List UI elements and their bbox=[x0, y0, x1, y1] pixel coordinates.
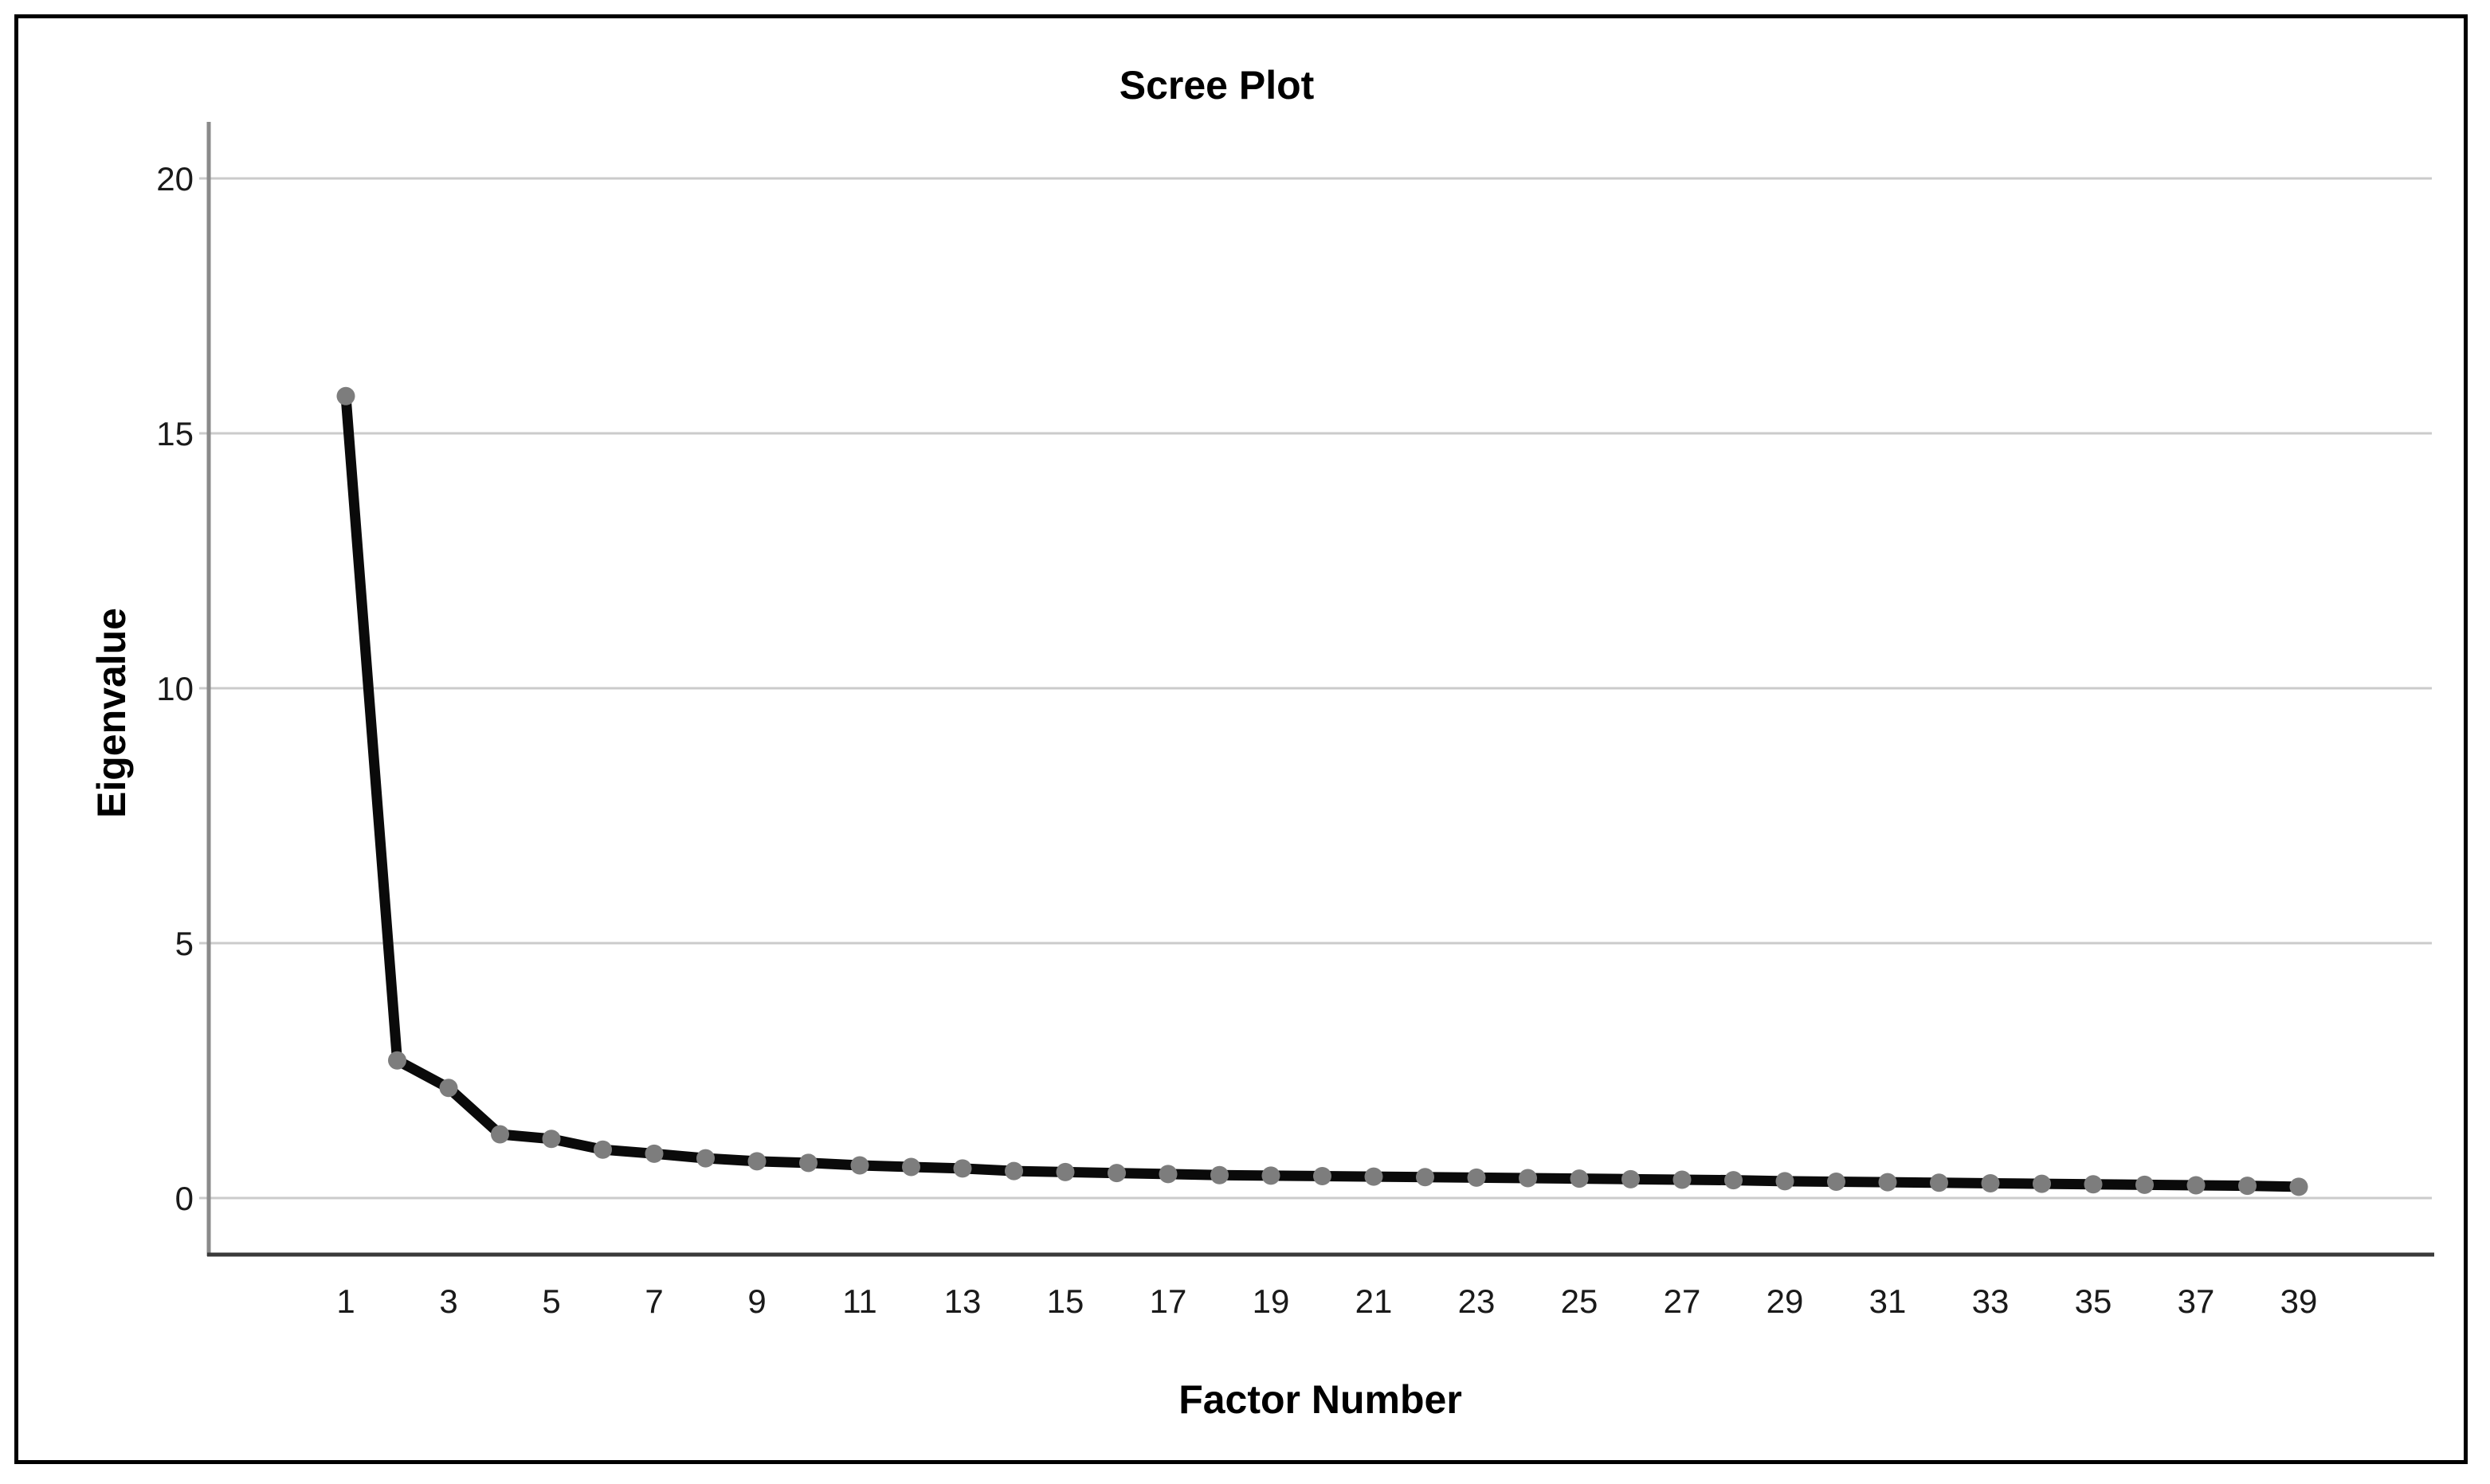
x-axis-title: Factor Number bbox=[1178, 1377, 1462, 1422]
data-point-marker bbox=[1261, 1166, 1280, 1185]
data-point-marker bbox=[2289, 1177, 2308, 1196]
data-point-marker bbox=[1210, 1165, 1229, 1184]
x-tick-label: 15 bbox=[1047, 1282, 1084, 1320]
x-tick-label: 25 bbox=[1561, 1282, 1598, 1320]
data-point-marker bbox=[1159, 1165, 1178, 1184]
data-point-marker bbox=[2186, 1176, 2206, 1195]
x-tick-label: 39 bbox=[2280, 1282, 2318, 1320]
scree-line bbox=[340, 395, 2300, 1192]
data-point-marker bbox=[1467, 1168, 1486, 1187]
x-tick-label: 9 bbox=[747, 1282, 766, 1320]
data-point-marker bbox=[1056, 1162, 1075, 1181]
x-tick-label: 27 bbox=[1664, 1282, 1701, 1320]
data-point-marker bbox=[1416, 1168, 1434, 1187]
data-point-marker bbox=[2033, 1174, 2051, 1193]
data-point-marker bbox=[1313, 1166, 1331, 1185]
data-point-marker bbox=[645, 1144, 664, 1163]
x-tick-label: 23 bbox=[1458, 1282, 1496, 1320]
y-tick-label: 20 bbox=[156, 160, 194, 198]
data-point-marker bbox=[953, 1159, 972, 1178]
x-tick-label: 33 bbox=[1972, 1282, 2010, 1320]
data-point-marker bbox=[747, 1152, 767, 1171]
x-tick-label: 5 bbox=[542, 1282, 560, 1320]
data-point-marker bbox=[1775, 1172, 1794, 1191]
data-point-marker bbox=[850, 1156, 869, 1175]
data-point-marker bbox=[1364, 1167, 1383, 1186]
x-tick-label: 11 bbox=[842, 1282, 877, 1320]
data-point-marker bbox=[1621, 1169, 1640, 1188]
data-point-marker bbox=[902, 1157, 920, 1177]
data-point-marker bbox=[1724, 1171, 1743, 1190]
data-point-marker bbox=[2238, 1177, 2257, 1196]
x-tick-label: 19 bbox=[1253, 1282, 1290, 1320]
data-point-marker bbox=[542, 1130, 561, 1149]
data-point-marker bbox=[491, 1125, 509, 1144]
data-point-marker bbox=[1827, 1173, 1845, 1192]
chart-title: Scree Plot bbox=[1119, 63, 1315, 108]
x-tick-label: 29 bbox=[1767, 1282, 1804, 1320]
data-point-marker bbox=[1672, 1170, 1692, 1189]
y-tick-label: 0 bbox=[175, 1180, 194, 1217]
data-point-marker bbox=[799, 1153, 818, 1173]
data-point-marker bbox=[1519, 1169, 1537, 1188]
data-point-marker bbox=[1878, 1173, 1897, 1192]
data-point-marker bbox=[2084, 1175, 2103, 1194]
x-tick-label: 35 bbox=[2075, 1282, 2112, 1320]
data-point-marker bbox=[1108, 1164, 1126, 1183]
x-tick-label: 31 bbox=[1869, 1282, 1907, 1320]
data-point-marker bbox=[696, 1149, 715, 1168]
x-tick-label: 21 bbox=[1355, 1282, 1393, 1320]
data-point-marker bbox=[439, 1079, 458, 1098]
y-tick-label: 5 bbox=[175, 925, 194, 962]
y-tick-label: 10 bbox=[156, 670, 194, 707]
data-point-marker bbox=[1930, 1173, 1948, 1192]
data-point-marker bbox=[336, 386, 355, 405]
data-point-marker bbox=[594, 1140, 612, 1159]
data-point-marker bbox=[388, 1051, 406, 1070]
x-tick-label: 3 bbox=[439, 1282, 457, 1320]
data-point-marker bbox=[2135, 1175, 2154, 1194]
x-tick-label: 37 bbox=[2178, 1282, 2215, 1320]
data-point-marker bbox=[1570, 1169, 1589, 1188]
data-point-marker bbox=[1005, 1161, 1023, 1181]
y-tick-label: 15 bbox=[156, 415, 194, 452]
x-tick-label: 1 bbox=[336, 1282, 355, 1320]
x-tick-label: 7 bbox=[645, 1282, 663, 1320]
x-tick-label: 13 bbox=[944, 1282, 982, 1320]
figure-border bbox=[14, 14, 2468, 1464]
data-point-marker bbox=[1981, 1173, 2000, 1192]
x-tick-label: 17 bbox=[1150, 1282, 1187, 1320]
